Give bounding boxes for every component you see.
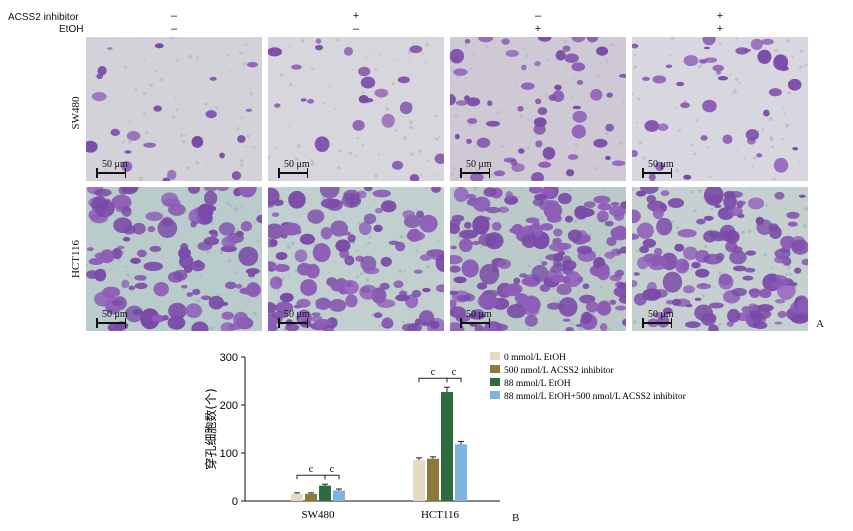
scale-bar-label: 50 μm [284,159,310,170]
acss2-sign-col-2: + [352,10,360,22]
bar [333,490,345,501]
y-axis-label: 穿孔细胞数(个) [203,388,218,469]
legend-swatch [490,378,500,386]
scale-bar-label: 50 μm [284,309,310,320]
micrograph-sw480-col-2: 50 μm [268,37,444,181]
significance-label: c [330,464,335,475]
bar [305,493,317,501]
scale-bar-label: 50 μm [648,309,674,320]
significance-bracket [324,474,340,480]
x-tick-label: SW480 [302,509,336,521]
etoh-sign-col-2: – [352,23,360,35]
significance-label: c [309,464,314,475]
panel-letter-a: A [816,318,824,330]
scale-bar-label: 50 μm [466,159,492,170]
row-label-sw480: SW480 [70,96,82,130]
micrograph-hct116-col-2: 50 μm [268,187,444,331]
micrograph-sw480-col-4: 50 μm [632,37,808,181]
legend-swatch [490,352,500,360]
bar [319,485,331,501]
significance-label: c [452,367,457,378]
bar [413,460,425,501]
micrograph-sw480-col-1: 50 μm [86,37,262,181]
y-tick-label: 200 [220,400,238,412]
significance-label: c [431,367,436,378]
legend-entry: 88 mmol/L EtOH [504,379,571,389]
scale-bar-label: 50 μm [102,159,128,170]
scale-bar-label: 50 μm [648,159,674,170]
legend-entry: 0 mmol/L EtOH [504,353,566,363]
bar [291,493,303,501]
legend-swatch [490,391,500,399]
micrograph-hct116-col-3: 50 μm [450,187,626,331]
significance-bracket [418,377,448,383]
panel-letter-b: B [512,512,520,524]
acss2-sign-col-1: – [170,10,178,22]
scale-bar-label: 50 μm [466,309,492,320]
migration-bar-chart: 0 100 200 300 穿孔细胞数(个) SW480 c c HCT116 c c 0 mmol/… [203,352,687,521]
etoh-sign-col-4: + [716,23,724,35]
scale-bar-label: 50 μm [102,309,128,320]
micrograph-hct116-col-4: 50 μm [632,187,808,331]
legend-entry: 500 nmol/L ACSS2 inhibitor [504,366,615,376]
y-tick-label: 0 [232,496,238,508]
bar [441,392,453,501]
micrograph-hct116-col-1: 50 μm [86,187,262,331]
significance-bracket [446,377,462,383]
etoh-header: EtOH [59,24,84,35]
significance-bracket [296,474,326,480]
micrograph-sw480-col-3: 50 μm [450,37,626,181]
y-tick-label: 100 [220,448,238,460]
legend-swatch [490,365,500,373]
x-tick-label: HCT116 [421,509,460,521]
acss2-inhibitor-header: ACSS2 inhibitor [8,12,79,23]
legend-entry: 88 mmol/L EtOH+500 nmol/L ACSS2 inhibito… [504,392,687,402]
y-tick-label: 300 [220,352,238,364]
acss2-sign-col-4: + [716,10,724,22]
bar [455,444,467,501]
bar [427,458,439,501]
acss2-sign-col-3: – [534,10,542,22]
etoh-sign-col-3: + [534,23,542,35]
row-label-hct116: HCT116 [70,239,82,279]
etoh-sign-col-1: – [170,23,178,35]
